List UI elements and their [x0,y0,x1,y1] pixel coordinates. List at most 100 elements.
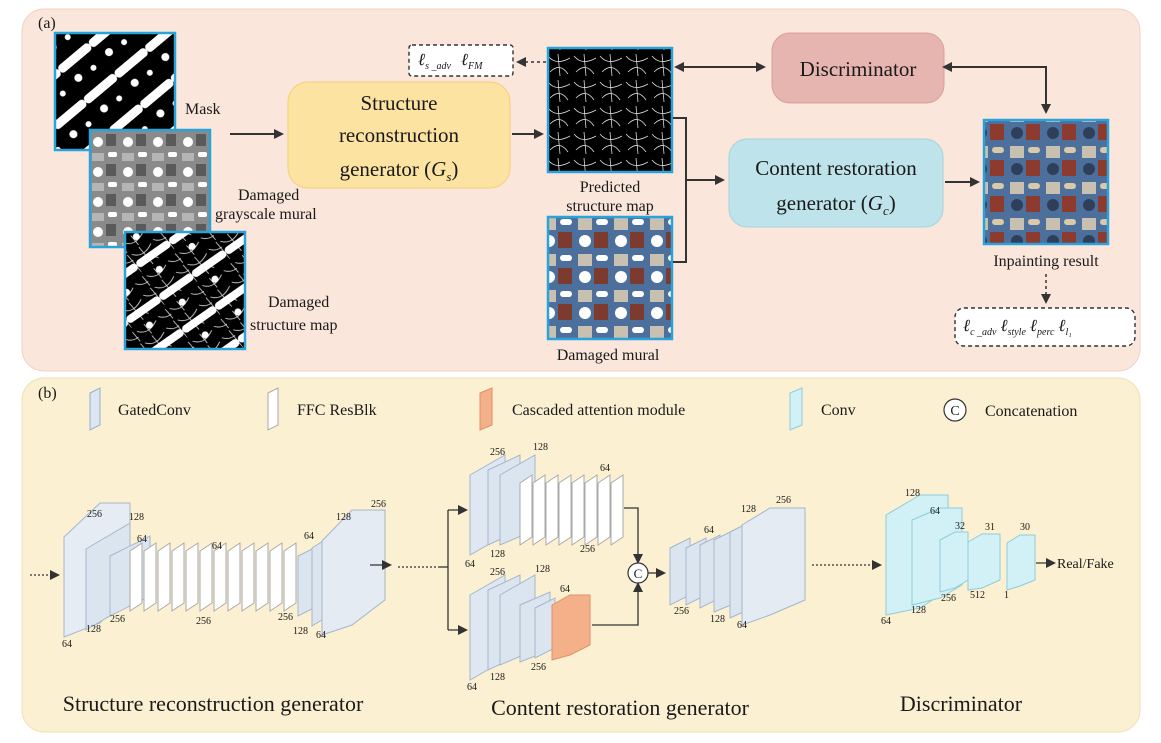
legend-conv-swatch [789,387,803,431]
ddim-a31: 31 [985,522,995,533]
block-d3 [939,531,969,593]
damaged-mural-image [546,215,674,341]
cdim-m64: 64 [704,525,714,536]
concat-icon [943,398,967,422]
sdim-64e: 64 [316,630,326,641]
damaged-gray-label-2: grayscale mural [215,206,317,223]
upper-to-concat [624,507,643,564]
cdim-l128b: 128 [490,672,505,683]
ffc-resblk-upper-4 [558,474,572,546]
ddim-a30: 30 [1020,522,1030,533]
ddim-b512: 512 [970,590,985,601]
concat-node-symbol: C [634,566,643,581]
cdim-m64b: 64 [737,620,747,631]
sdim-256e: 256 [278,612,293,623]
ffc-resblk-2 [143,542,157,612]
ffc-resblk-upper-1 [519,474,533,546]
structure-generator-title: Structure reconstruction generator [63,691,364,716]
cdim-l128: 128 [535,564,550,575]
ddim-b1: 1 [1004,590,1009,601]
legend-gatedconv-swatch [89,387,101,431]
ffc-resblk-upper-5 [571,474,585,546]
legend-ffc-swatch [267,387,279,431]
structure-generator-blocks [63,502,386,638]
ffc-resblk-9 [241,542,255,612]
ffc-resblk-3 [157,542,171,612]
panel-b-background [21,377,1141,733]
legend-cascade: Cascaded attention module [512,402,685,419]
ffc-resblk-upper-3 [545,474,559,546]
sdim-256c: 256 [110,614,125,625]
discriminator-title: Discriminator [900,691,1023,716]
cdim-u64b: 64 [465,559,475,570]
sdim-64a: 64 [137,534,147,545]
cdim-u256b: 256 [580,544,595,555]
content-loss-box [954,307,1136,347]
sdim-256b: 256 [371,499,386,510]
legend-concat: Concatenation [985,403,1077,420]
cascaded-attention-block [551,594,591,661]
damaged-structure-image [123,230,247,351]
cdim-u64: 64 [600,463,610,474]
cdim-u256: 256 [490,447,505,458]
ffc-upper-stack [519,474,624,546]
legend-ffc: FFC ResBlk [297,402,377,419]
legend: GatedConv FFC ResBlk Cascaded attention … [89,387,1077,431]
block-m6 [741,507,806,626]
inpainting-result-image [982,118,1110,246]
ffc-resblk-7 [213,542,227,612]
predicted-label-1: Predicted [580,179,640,196]
ffc-resblk-12 [283,542,297,612]
content-merge-blocks [669,507,806,626]
damaged-structure-label-1: Damaged [268,294,329,311]
content-generator-title: Content restoration generator [491,695,749,720]
legend-conv: Conv [821,402,856,419]
cdim-l64: 64 [560,584,570,595]
content-loss-text: ℓc _adv ℓstyle ℓperc ℓl₁ [963,316,1072,338]
structure-generator-box [287,81,511,189]
ddim-a128: 128 [905,488,920,499]
sdim-64d: 64 [62,639,72,650]
cdim-m256: 256 [776,495,791,506]
ddim-a64: 64 [930,506,940,517]
cdim-u128: 128 [533,442,548,453]
ffc-resblk-8 [227,542,241,612]
cdim-m128b: 128 [710,614,725,625]
ddim-b128: 128 [911,605,926,616]
block-d4 [967,533,1001,591]
ffc-resblk-5 [185,542,199,612]
cdim-l256b: 256 [531,662,546,673]
panel-a-label: (a) [38,15,56,32]
arrow-discriminator-result [942,62,1051,114]
cdim-u128b: 128 [490,549,505,560]
sdim-64c: 64 [304,531,314,542]
ffc-resblk-4 [171,542,185,612]
sdim-128d: 128 [293,626,308,637]
content-lower-branch [469,574,591,681]
ffc-resblk-1 [129,542,143,612]
content-gen-line2: generator (Gc) [776,191,895,218]
lower-to-concat [592,582,643,626]
cdim-l64b: 64 [467,682,477,693]
cdim-l256: 256 [490,567,505,578]
ffc-resblk-upper-6 [584,474,598,546]
sdim-256a: 256 [87,509,102,520]
sdim-128b: 128 [336,512,351,523]
structure-gen-line1: Structure [361,91,438,115]
ffc-resblk-6 [199,542,213,612]
discriminator-blocks [885,494,1036,616]
block-d5 [1006,534,1036,591]
damaged-gray-label-1: Damaged [238,187,299,204]
damaged-structure-label-2: structure map [250,317,338,334]
structure-gen-line3: generator (Gs) [340,157,459,184]
damaged-grayscale-image [88,128,212,249]
content-gen-line1: Content restoration [755,156,917,180]
ddim-b64: 64 [881,616,891,627]
legend-cascade-swatch [479,387,493,431]
structure-loss-box [408,44,514,77]
sdim-128c: 128 [86,624,101,635]
structure-gen-line2: reconstruction [339,123,460,147]
predicted-structure-image [546,46,674,174]
sdim-256d: 256 [196,616,211,627]
